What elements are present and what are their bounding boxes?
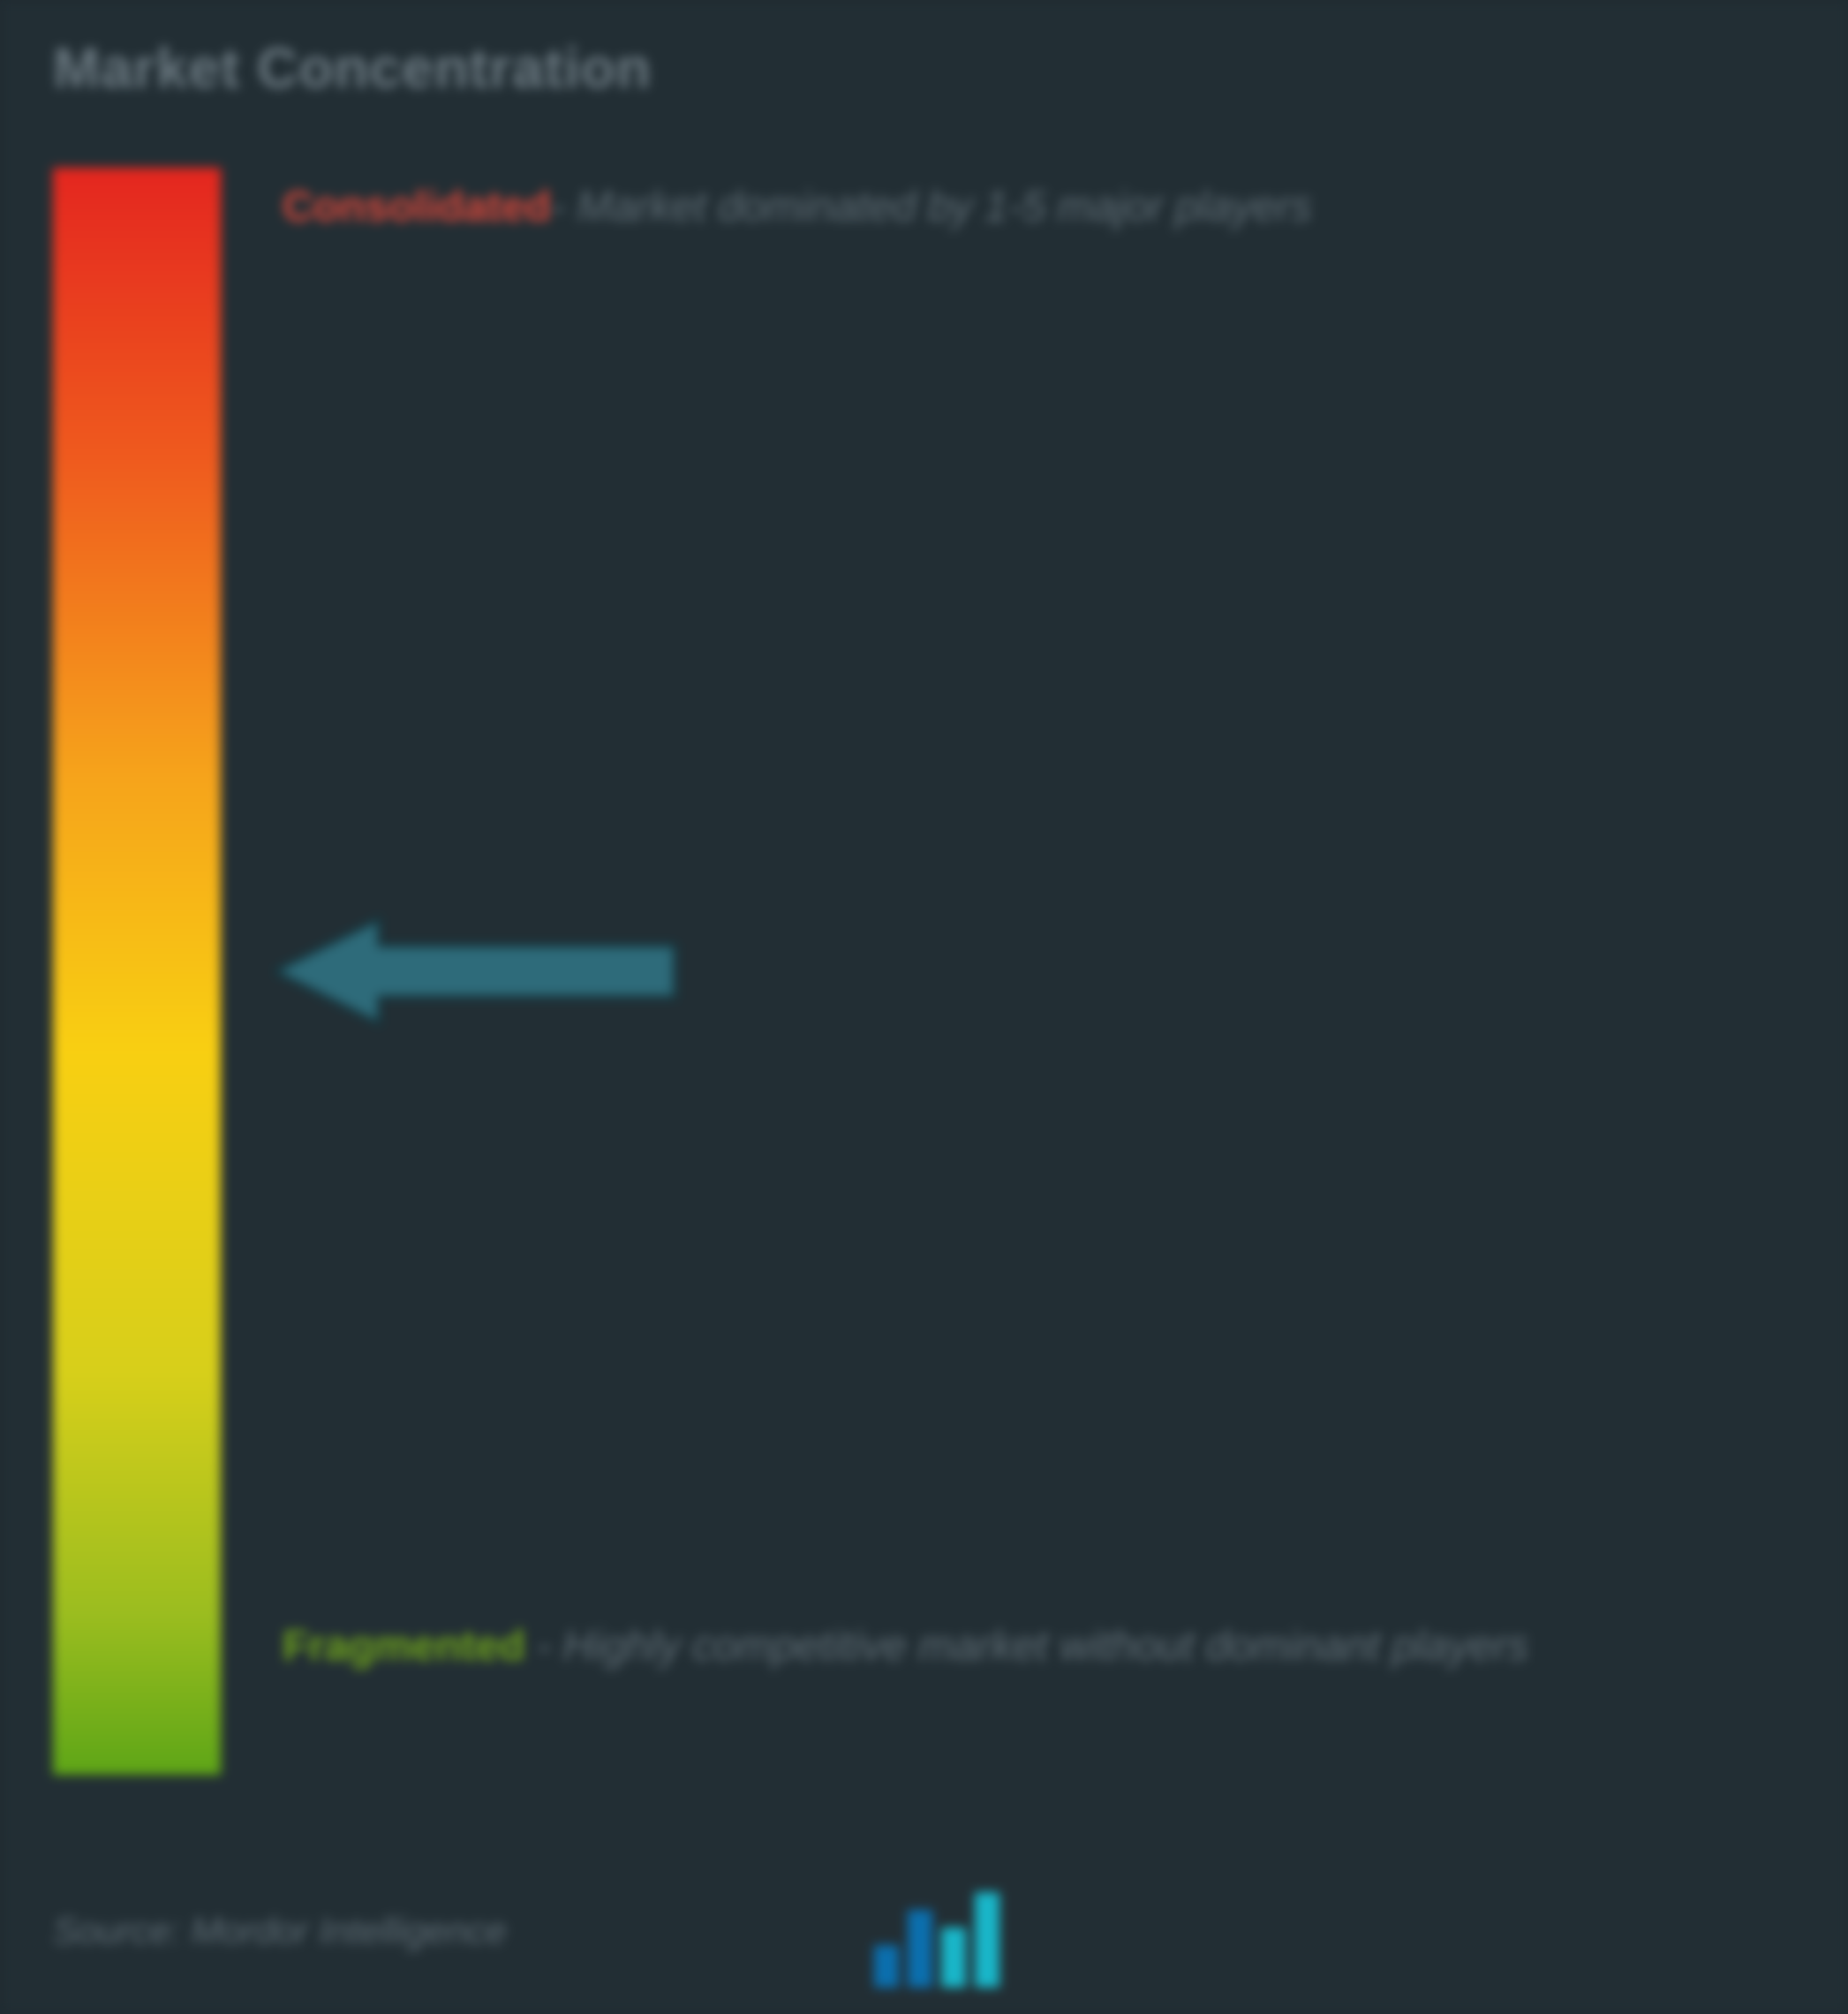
fragmented-keyword: Fragmented: [283, 1623, 525, 1670]
fragmented-label: Fragmented - Highly competitive market w…: [283, 1616, 1777, 1678]
source-attribution: Source: Mordor Intelligence: [53, 1910, 507, 1952]
concentration-gradient-bar: [53, 168, 221, 1775]
logo-bars: [874, 1892, 999, 1988]
consolidated-description: - Market dominated by 1-5 major players: [551, 184, 1312, 230]
fragmented-description: - Highly competitive market without domi…: [525, 1623, 1528, 1670]
market-concentration-card: Market Concentration Consolidated- Marke…: [0, 0, 1848, 2014]
chart-title: Market Concentration: [53, 35, 652, 101]
position-indicator-arrow: [274, 914, 680, 1029]
mordor-logo-icon: [865, 1882, 1015, 1988]
consolidated-keyword: Consolidated: [283, 184, 551, 230]
consolidated-label: Consolidated- Market dominated by 1-5 ma…: [283, 177, 1777, 238]
arrow-shape: [274, 918, 675, 1024]
